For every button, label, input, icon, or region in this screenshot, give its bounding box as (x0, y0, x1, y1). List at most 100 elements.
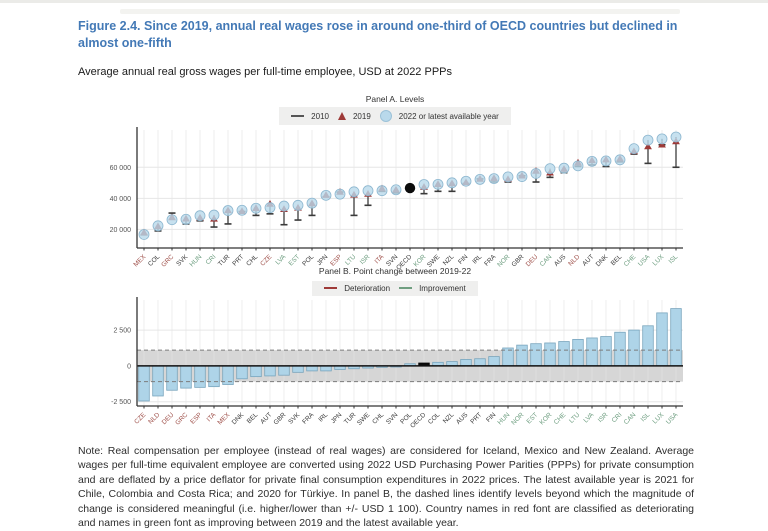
svg-text:ISR: ISR (359, 253, 372, 266)
panel-a-country: AUT (581, 155, 598, 268)
svg-text:LTU: LTU (344, 253, 358, 267)
panel-a-country: ITA (374, 184, 388, 265)
cropped-text-remnant (120, 9, 680, 14)
svg-text:LTU: LTU (568, 411, 582, 425)
panel-a-country: POL (301, 197, 318, 268)
svg-text:BEL: BEL (246, 411, 260, 425)
deterioration-dash-icon (324, 287, 338, 289)
svg-text:CRI: CRI (205, 253, 218, 266)
svg-text:KOR: KOR (538, 411, 553, 426)
svg-text:40 000: 40 000 (110, 196, 132, 203)
svg-text:LVA: LVA (274, 253, 287, 266)
svg-text:NZL: NZL (442, 411, 456, 425)
legend-item-2010: 2010 (291, 112, 329, 121)
svg-text:GBR: GBR (272, 411, 287, 426)
svg-text:JPN: JPN (330, 411, 344, 425)
panel-a-country: TUR (217, 205, 234, 268)
panel-a-country: KOR (412, 179, 430, 268)
legend-item-2019: 2019 (337, 111, 371, 121)
panel-a-country: EST (288, 199, 304, 267)
svg-text:IRL: IRL (471, 253, 483, 265)
svg-text:CZE: CZE (133, 411, 148, 426)
svg-text:LUX: LUX (652, 411, 666, 425)
svg-text:0: 0 (127, 363, 131, 370)
svg-text:SVN: SVN (385, 411, 400, 426)
svg-text:SVK: SVK (287, 411, 302, 426)
svg-text:MEX: MEX (216, 411, 231, 426)
dash-marker-icon (291, 115, 305, 117)
panel-a-country: SWE (426, 178, 444, 269)
svg-text:COL: COL (427, 411, 442, 426)
legend-2022-label: 2022 or latest available year (398, 111, 499, 121)
panel-a-country: FRA (483, 173, 500, 268)
panel-a-country: SVK (175, 213, 192, 268)
panel-a-country: FIN (457, 175, 472, 266)
legend-deterioration-label: Deterioration (344, 283, 391, 293)
panel-a-country: CHE (623, 143, 640, 268)
panel-a-country: PRT (231, 204, 248, 268)
circle-marker-icon (379, 110, 392, 122)
figure-note: Note: Real compensation per employee (in… (78, 445, 694, 529)
panel-a-country: GRC (160, 212, 178, 269)
panel-b-country-bar: CZE (133, 365, 150, 426)
panel-a-country: SVN (385, 184, 402, 268)
svg-text:CAN: CAN (623, 411, 638, 426)
panel-a-country: NOR (496, 171, 514, 269)
legend-item-improvement: Improvement (399, 284, 466, 293)
legend-2010-label: 2010 (311, 111, 329, 121)
panel-a-country: NLD (567, 158, 584, 268)
svg-text:GRC: GRC (174, 411, 189, 426)
svg-text:HUN: HUN (496, 411, 511, 426)
panel-a-country: JPN (316, 189, 332, 267)
panel-a-country: NZL (442, 177, 458, 267)
panel-a-header: Panel A. Levels 2010 2019 2022 or latest… (95, 94, 695, 125)
svg-text:PRT: PRT (469, 411, 483, 425)
svg-text:CRI: CRI (611, 411, 624, 424)
panel-a-chart: 20 000 40 000 60 000 MEX COL GRC SVK HUN CRI TUR P… (95, 124, 695, 274)
svg-text:60 000: 60 000 (110, 165, 132, 172)
page-top-edge (0, 0, 768, 3)
panel-a-country: CAN (539, 163, 556, 268)
svg-text:DNK: DNK (231, 411, 246, 426)
panel-a-country: DNK (595, 155, 612, 268)
svg-text:ITA: ITA (374, 253, 386, 265)
svg-text:LVA: LVA (582, 411, 595, 424)
svg-text:ISL: ISL (668, 253, 680, 265)
svg-text:ISL: ISL (640, 411, 652, 423)
panel-a-country: CHL (245, 202, 262, 268)
svg-text:AUS: AUS (455, 411, 470, 426)
panel-a-country: COL (147, 220, 164, 268)
panel-a-country: CZE (259, 200, 276, 268)
svg-text:CHE: CHE (553, 411, 568, 426)
panel-a-title: Panel A. Levels (365, 94, 425, 104)
figure-title: Figure 2.4. Since 2019, annual real wage… (78, 19, 678, 50)
legend-2019-label: 2019 (352, 111, 371, 121)
figure-subtitle: Average annual real gross wages per full… (78, 66, 452, 78)
svg-text:20 000: 20 000 (110, 227, 132, 234)
panel-a-country: ISR (359, 185, 374, 266)
legend-item-2022: 2022 or latest available year (379, 110, 499, 122)
improvement-dash-icon (399, 287, 413, 289)
panel-a-country: IRL (471, 173, 486, 266)
panel-a-country: ESP (329, 187, 346, 268)
panel-a-country: CRI (205, 209, 220, 266)
svg-text:OECD: OECD (409, 411, 427, 429)
svg-text:NLD: NLD (147, 411, 161, 425)
svg-text:FRA: FRA (301, 411, 316, 426)
panel-a-country: AUS (553, 162, 570, 268)
panel-a-country: GBR (510, 171, 528, 268)
svg-text:ESP: ESP (189, 411, 203, 425)
svg-text:IRL: IRL (317, 411, 329, 423)
svg-text:ISR: ISR (597, 411, 610, 424)
panel-a-country: LUX (652, 133, 668, 267)
svg-text:NZL: NZL (442, 253, 456, 267)
svg-text:SWE: SWE (356, 411, 372, 427)
svg-text:FIN: FIN (457, 253, 470, 266)
panel-a-country: LVA (274, 200, 290, 266)
svg-text:NOR: NOR (510, 411, 525, 426)
panel-a-legend: 2010 2019 2022 or latest available year (279, 107, 511, 125)
svg-text:DEU: DEU (161, 411, 176, 426)
panel-b-chart: -2 500 0 2 500 CZE NLD DEU GRC ESP ITA MEX DNK BEL A… (95, 294, 695, 439)
svg-text:USA: USA (665, 411, 680, 426)
